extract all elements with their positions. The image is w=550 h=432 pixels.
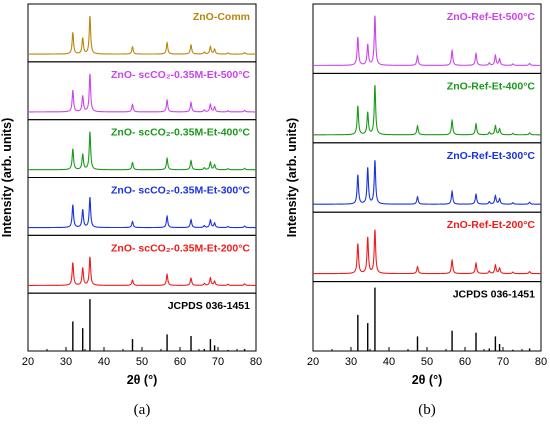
subplot-label-zno-scco-0-35m-et-200-c: ZnO- scCO₂-0.35M-Et-200°C [111,242,250,254]
x-tick-label-60: 60 [459,356,471,368]
x-tick-label-30: 30 [345,356,357,368]
x-tick-label-30: 30 [60,356,72,368]
x-tick-label-60: 60 [174,356,186,368]
x-axis-label: 2θ (°) [127,373,158,387]
xrd-pattern-zno-ref-et-200-c [313,229,541,275]
y-axis-label: Intensity (arb. units) [0,118,14,237]
xrd-pattern-zno-ref-et-500-c [313,15,541,66]
x-tick-label-40: 40 [98,356,110,368]
x-tick-label-80: 80 [250,356,262,368]
subplot-label-zno-ref-et-400-c: ZnO-Ref-Et-400°C [447,80,536,92]
subplot-label-zno-scco-0-35m-et-300-c: ZnO- scCO₂-0.35M-Et-300°C [111,185,250,197]
xrd-pattern-zno-scco-0-35m-et-300-c [28,196,256,229]
subplot-label-jcpds-036-1451: JCPDS 036-1451 [168,300,250,312]
xrd-pattern-zno-scco-0-35m-et-500-c [28,73,256,113]
xrd-pattern-zno-scco-0-35m-et-400-c [28,131,256,171]
subplot-label-jcpds-036-1451: JCPDS 036-1451 [453,289,535,301]
subplot-label-zno-ref-et-200-c: ZnO-Ref-Et-200°C [447,219,536,231]
panel-b-caption: (b) [418,402,436,418]
subplot-label-zno-ref-et-300-c: ZnO-Ref-Et-300°C [447,150,536,162]
x-tick-label-80: 80 [535,356,547,368]
xrd-pattern-zno-comm [28,15,256,55]
x-axis-label: 2θ (°) [412,373,443,387]
x-tick-label-50: 50 [136,356,148,368]
panel-a-chart: ZnO-Comm ZnO- scCO₂-0.35M-Et-500°C ZnO- sc… [0,3,262,387]
xrd-pattern-zno-ref-et-300-c [313,160,541,205]
x-tick-label-50: 50 [421,356,433,368]
xrd-pattern-zno-ref-et-400-c [313,84,541,136]
subplot-label-zno-ref-et-500-c: ZnO-Ref-Et-500°C [447,11,536,23]
x-tick-label-20: 20 [22,356,34,368]
subplot-label-zno-comm: ZnO-Comm [193,11,250,23]
subplot-label-zno-scco-0-35m-et-400-c: ZnO- scCO₂-0.35M-Et-400°C [111,127,250,139]
panel-a-caption: (a) [134,402,151,418]
xrd-pattern-zno-scco-0-35m-et-200-c [28,256,256,286]
x-tick-label-40: 40 [383,356,395,368]
y-axis-label: Intensity (arb. units) [285,118,299,237]
x-tick-label-70: 70 [497,356,509,368]
x-tick-label-20: 20 [307,356,319,368]
x-tick-label-70: 70 [212,356,224,368]
panel-b-chart: ZnO-Ref-Et-500°C ZnO-Ref-Et-400°C ZnO-Ref-… [285,3,547,387]
subplot-label-zno-scco-0-35m-et-500-c: ZnO- scCO₂-0.35M-Et-500°C [111,69,250,81]
